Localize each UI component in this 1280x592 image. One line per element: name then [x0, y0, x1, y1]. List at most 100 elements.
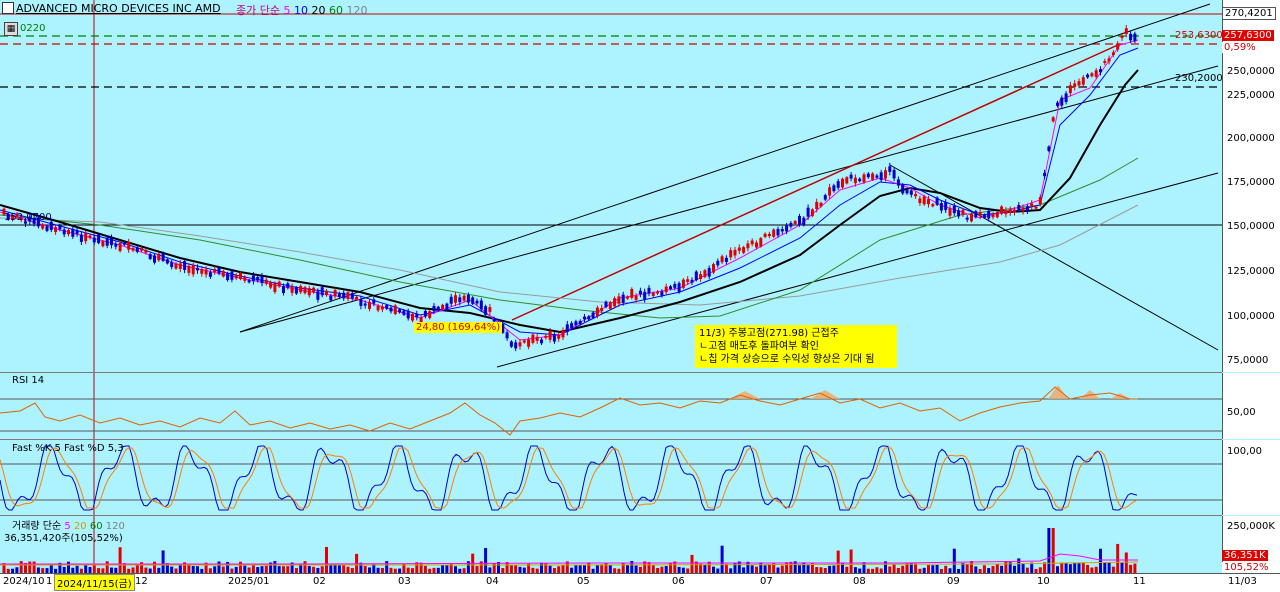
candle-body [591, 312, 595, 318]
volume-bar [140, 562, 144, 573]
volume-bar [1094, 566, 1098, 573]
volume-bar [312, 566, 316, 573]
volume-panel[interactable]: 거래량 단순 5 20 60 120 36,351,420주(105,52%) [0, 516, 1222, 573]
candle-body [92, 237, 96, 243]
candle-body [703, 270, 707, 278]
xtick-2025-01: 2025/01 [228, 576, 270, 587]
candle-body [183, 261, 187, 270]
rsi-title: RSI 14 [12, 375, 45, 386]
volume-bar [858, 568, 862, 573]
high-price-badge: 270,4201 [1222, 7, 1276, 20]
candle-body [729, 250, 733, 258]
note-line-2: ㄴ고점 매도후 돌파여부 확인 [699, 341, 819, 352]
volume-bar [226, 561, 230, 573]
stoch-ytick: 100,00 [1227, 446, 1262, 457]
candle-body [522, 340, 526, 343]
candle-body [488, 307, 492, 312]
vol-ma-20-label: 20 [73, 521, 87, 532]
candle-body [1051, 117, 1055, 122]
candle-body [763, 233, 767, 237]
candle-body [380, 306, 384, 310]
candle-body [1133, 33, 1137, 42]
candle-body [535, 336, 539, 341]
volume-bar [15, 567, 19, 573]
volume-bar [686, 568, 690, 573]
volume-title: 거래량 단순 5 20 60 120 [12, 517, 125, 532]
xtick-cursor-date[interactable]: 2024/11/15(금) [54, 574, 135, 591]
candle-body [75, 230, 79, 234]
stochastic-title: Fast %K 5 Fast %D 5,3 [12, 443, 124, 454]
volume-bar [888, 566, 892, 573]
pct-badge: 0,59% [1222, 42, 1258, 53]
stochastic-panel[interactable]: Fast %K 5 Fast %D 5,3 [0, 440, 1222, 516]
candle-body [320, 287, 324, 296]
candle-body [987, 210, 991, 219]
vol-ma-60-label: 60 [89, 521, 103, 532]
vol-ma-120-label: 120 [105, 521, 125, 532]
volume-bar [466, 561, 470, 573]
volume-bar [802, 562, 806, 573]
volume-bar [148, 568, 152, 573]
candle-body [514, 342, 518, 349]
ytick-100: 100,0000 [1227, 311, 1275, 322]
candle-body [1056, 102, 1059, 106]
volume-bar [823, 568, 827, 573]
volume-bar [879, 568, 883, 573]
candle-body [342, 292, 346, 299]
volume-ytick: 250,000K [1227, 521, 1275, 532]
volume-bar [462, 568, 466, 573]
volume-bar [153, 561, 156, 573]
candle-body [1073, 83, 1077, 87]
candle-body [260, 276, 264, 284]
volume-bar [871, 568, 875, 573]
settings-icon[interactable]: ▦ [4, 22, 18, 36]
candle-body [677, 283, 681, 292]
volume-bar [664, 566, 668, 573]
candle-body [144, 249, 148, 253]
volume-bar [927, 565, 930, 573]
volume-bar [716, 568, 720, 573]
volume-bar [144, 567, 148, 573]
volume-bar [105, 561, 109, 573]
trendline-mid [239, 65, 1219, 333]
volume-bar [1038, 567, 1042, 573]
volume-bar [669, 562, 672, 573]
rsi-axis: 50,00 [1222, 373, 1280, 439]
volume-bar [19, 561, 23, 573]
ytick-175: 175,0000 [1227, 177, 1275, 188]
candle-body [1111, 52, 1115, 56]
candle-body [798, 215, 801, 225]
ma-10-label: 10 [293, 4, 308, 17]
ytick-75: 75,0000 [1227, 355, 1269, 366]
chart-menu-icon[interactable] [2, 2, 14, 14]
volume-bar [282, 566, 285, 573]
volume-bar [707, 561, 711, 573]
volume-bar [389, 567, 393, 573]
volume-bar [901, 565, 905, 573]
candle-body [561, 330, 565, 338]
volume-bar [944, 565, 948, 573]
candle-body [110, 237, 113, 246]
volume-bar [798, 565, 801, 573]
candle-body [733, 249, 737, 256]
volume-bar [849, 549, 853, 573]
candle-body [746, 243, 750, 249]
volume-bar [613, 568, 617, 573]
ytick-150: 150,0000 [1227, 221, 1275, 232]
volume-bar [269, 562, 273, 573]
candle-body [742, 247, 746, 253]
candle-body [871, 173, 875, 180]
rsi-panel[interactable]: RSI 14 [0, 373, 1222, 440]
volume-bar [866, 568, 870, 573]
candle-body [785, 225, 789, 232]
volume-bar [79, 568, 83, 573]
volume-bar [406, 567, 410, 573]
candle-body [905, 189, 909, 194]
volume-bar [41, 568, 45, 573]
price-panel[interactable]: ADVANCED MICRO DEVICES INC AMD 종가 단순 5 1… [0, 0, 1223, 373]
volume-bar [793, 561, 797, 573]
volume-bar [755, 566, 758, 573]
trendline-upper [239, 3, 1211, 333]
volume-bar [135, 563, 139, 573]
volume-bar [350, 568, 354, 573]
